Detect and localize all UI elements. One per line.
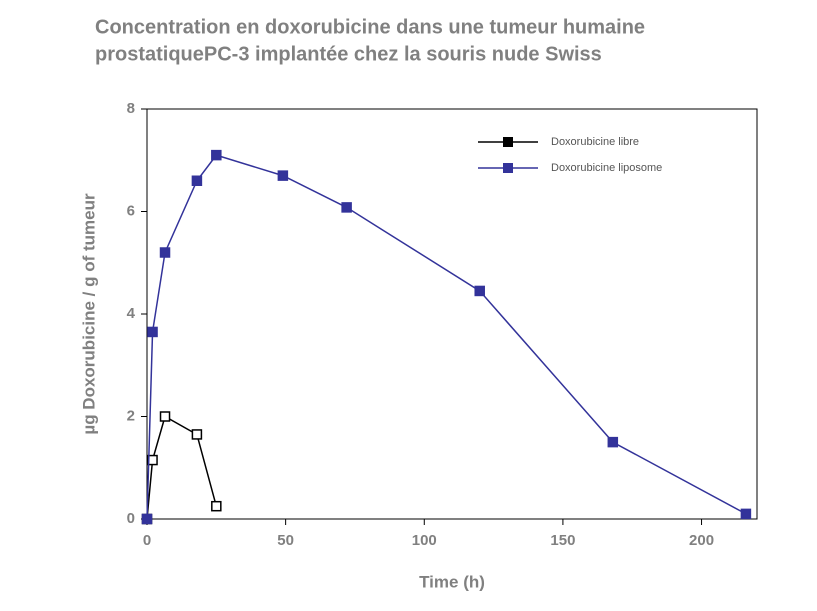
chart-title: Concentration en doxorubicine dans une t…	[95, 16, 645, 38]
legend-marker	[503, 137, 513, 147]
plot-frame	[146, 108, 758, 520]
y-tick-label: 6	[127, 202, 135, 219]
marker	[191, 429, 203, 440]
series-line	[146, 415, 218, 520]
y-tick-label: 8	[127, 100, 135, 117]
marker	[277, 170, 289, 181]
series-line	[146, 154, 747, 520]
marker	[474, 285, 485, 297]
marker	[607, 436, 619, 448]
legend-marker	[503, 163, 513, 173]
marker	[147, 326, 158, 338]
y-tick-label: 2	[127, 407, 135, 424]
y-axis-label: µg Doxorubicine / g of tumeur	[79, 193, 98, 435]
marker	[211, 149, 222, 161]
marker	[211, 500, 222, 512]
y-tick-label: 0	[127, 510, 135, 527]
x-tick-label: 150	[550, 532, 575, 549]
x-axis-label: Time (h)	[419, 572, 485, 591]
x-tick-label: 0	[143, 532, 151, 549]
marker	[341, 202, 352, 213]
y-tick-label: 4	[127, 305, 136, 322]
x-tick-label: 200	[689, 532, 714, 549]
marker	[740, 508, 752, 520]
legend-label: Doxorubicine liposome	[551, 162, 662, 174]
marker	[191, 175, 203, 186]
legend-label: Doxorubicine libre	[551, 136, 639, 148]
x-tick-label: 50	[277, 532, 294, 549]
marker	[159, 247, 171, 258]
chart-title: prostatiquePC-3 implantée chez la souris…	[95, 43, 602, 65]
marker	[141, 513, 153, 525]
x-tick-label: 100	[412, 532, 437, 549]
marker	[159, 411, 171, 422]
